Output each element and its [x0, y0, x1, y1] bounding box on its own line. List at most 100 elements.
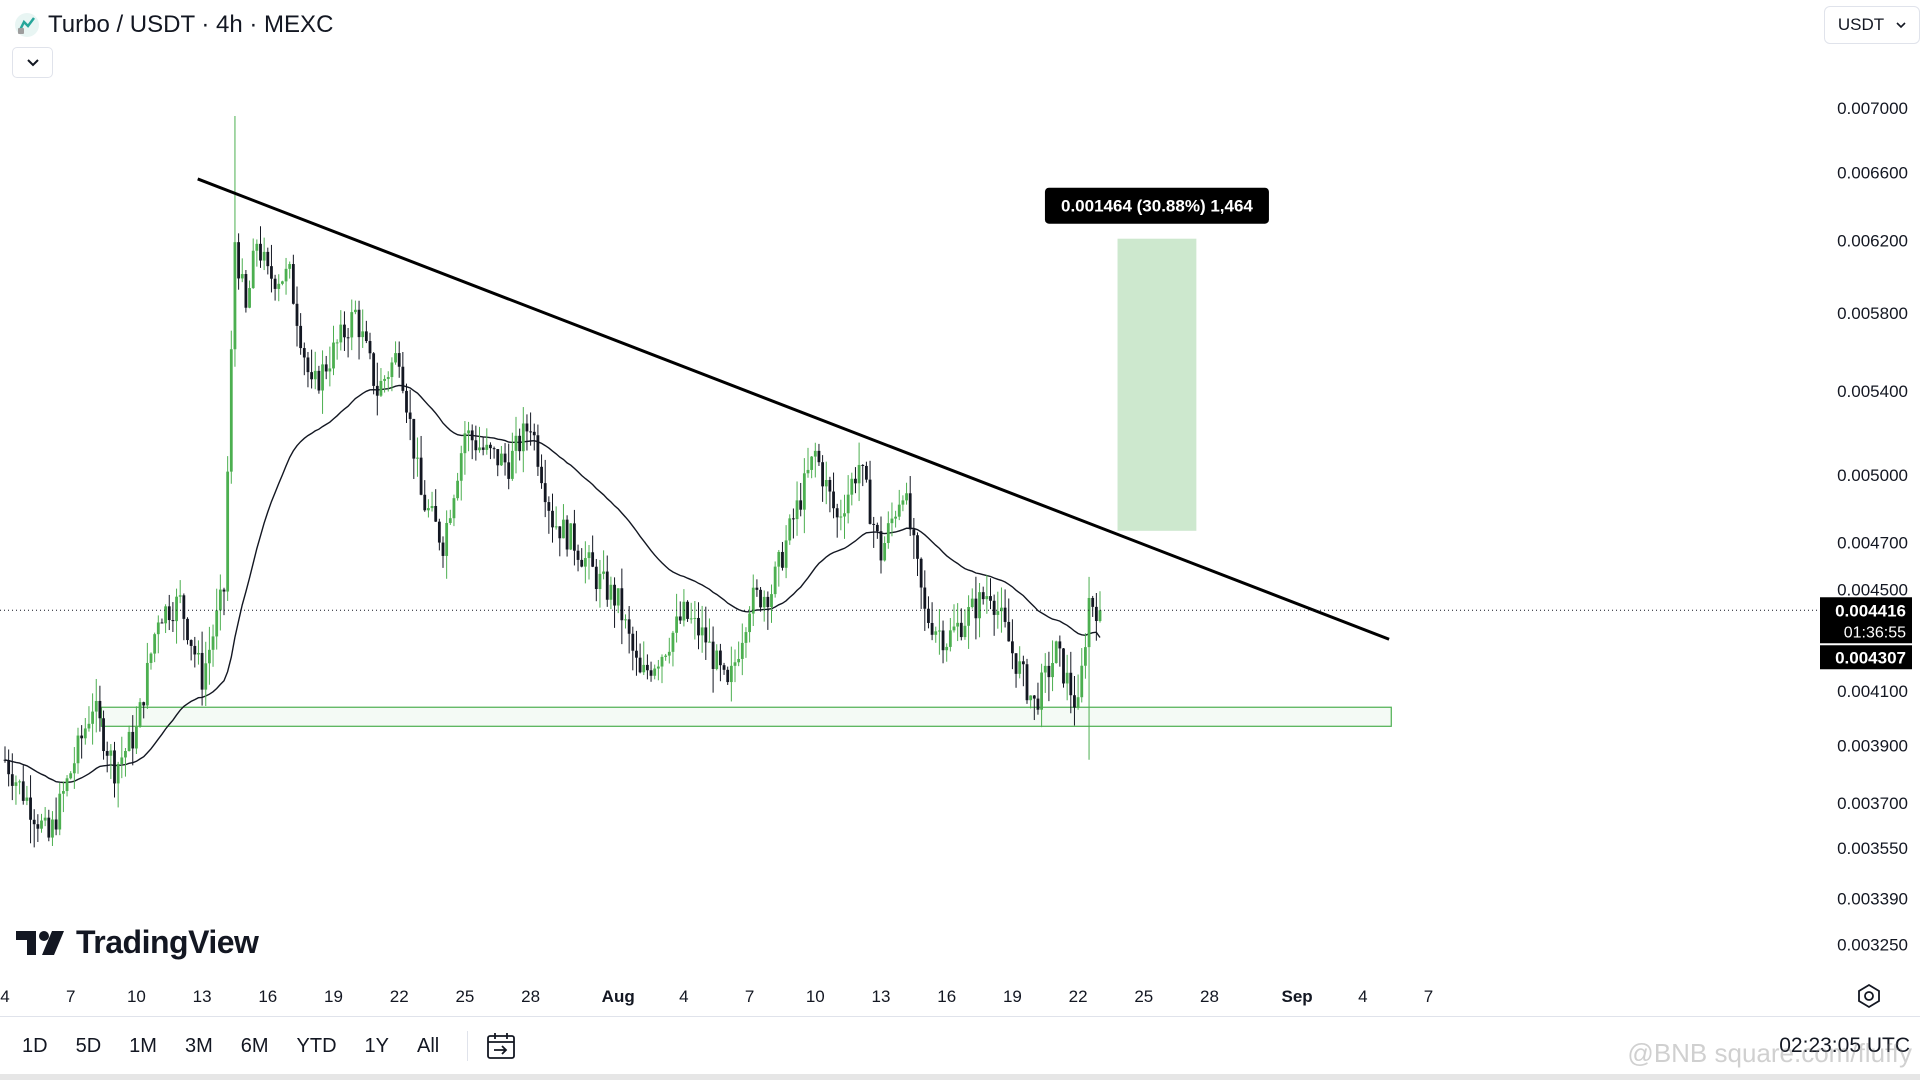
candle — [620, 568, 624, 645]
x-tick-label: 13 — [193, 987, 212, 1006]
candle — [397, 341, 401, 378]
candle — [222, 587, 226, 616]
candle — [43, 807, 47, 827]
candle — [306, 351, 310, 388]
candle — [65, 775, 69, 797]
descending-trendline[interactable] — [197, 177, 1390, 641]
candle — [631, 626, 635, 671]
candle — [171, 602, 175, 632]
candle — [938, 609, 941, 655]
candle — [985, 575, 989, 614]
candle — [959, 608, 963, 641]
candle — [80, 725, 84, 759]
candle — [310, 349, 313, 389]
support-zone-box[interactable] — [100, 706, 1392, 727]
watermark-text: @BNB square.com/fluffy — [1627, 1038, 1912, 1068]
candle — [1058, 635, 1062, 667]
candle — [47, 809, 51, 842]
candle — [1000, 587, 1003, 633]
candle — [244, 270, 248, 313]
candle — [839, 499, 843, 531]
candle — [883, 536, 887, 562]
candle — [324, 355, 328, 380]
candle — [503, 443, 507, 476]
y-tick-label: 0.005800 — [1837, 304, 1908, 323]
y-tick-label: 0.006200 — [1837, 231, 1908, 250]
candle — [886, 511, 890, 549]
y-tick-label: 0.004500 — [1837, 581, 1908, 600]
candle — [295, 286, 299, 347]
candle — [562, 504, 565, 539]
candle — [755, 579, 759, 597]
candle — [879, 516, 883, 574]
candle — [7, 749, 11, 787]
candle — [1032, 694, 1036, 721]
chart-settings-icon[interactable] — [1855, 982, 1883, 1010]
candle — [923, 570, 927, 631]
candle — [861, 464, 865, 487]
candle — [259, 226, 262, 268]
candle — [996, 591, 1000, 629]
candle — [62, 781, 65, 813]
range-5d-button[interactable]: 5D — [75, 1034, 102, 1057]
target-zone-box[interactable] — [1117, 238, 1197, 531]
price-chart[interactable]: 0.007000 0.006600 0.006200 0.005800 0.005400… — [0, 0, 1920, 1016]
range-3m-button[interactable]: 3M — [184, 1034, 213, 1057]
bottom-toolbar: 1D 5D 1M 3M 6M YTD 1Y All — [0, 1016, 1920, 1075]
candle — [485, 428, 489, 455]
tradingview-logo[interactable]: TradingView — [16, 924, 259, 961]
candle — [496, 449, 500, 477]
calendar-goto-date-icon[interactable] — [486, 1032, 518, 1060]
y-tick-label: 0.004100 — [1837, 682, 1908, 701]
candle — [98, 685, 102, 732]
candle — [321, 350, 324, 414]
candle — [164, 604, 167, 634]
candle — [905, 482, 908, 505]
candle — [737, 641, 741, 667]
range-1d-button[interactable]: 1D — [22, 1034, 48, 1057]
measure-label[interactable]: 0.001464 (30.88%) 1,464 — [1044, 187, 1269, 224]
candle — [405, 383, 408, 423]
candle — [277, 274, 281, 302]
symbol-header[interactable]: Turbo / USDT · 4h · MEXC — [14, 10, 333, 40]
candle — [653, 664, 657, 680]
candle — [689, 602, 693, 624]
x-tick-label: 28 — [521, 987, 540, 1006]
moving-average-line[interactable] — [4, 384, 1101, 784]
candle — [740, 623, 744, 676]
x-tick-label: 19 — [1003, 987, 1022, 1006]
candle — [332, 325, 335, 376]
range-ytd-button[interactable]: YTD — [296, 1034, 337, 1057]
candle — [1069, 651, 1073, 714]
range-6m-button[interactable]: 6M — [240, 1034, 269, 1057]
collapse-legend-button[interactable] — [12, 47, 53, 78]
candle — [160, 618, 164, 624]
candle — [135, 706, 138, 754]
moving-average-tag[interactable]: 0.004307 — [1820, 645, 1912, 670]
x-tick-label: 28 — [1200, 987, 1219, 1006]
candle — [766, 591, 770, 630]
candle — [474, 425, 478, 461]
candle — [291, 254, 295, 305]
toolbar-divider — [467, 1031, 469, 1061]
range-1m-button[interactable]: 1M — [129, 1034, 157, 1057]
candle — [346, 327, 350, 358]
candle — [1043, 653, 1047, 693]
candle — [430, 491, 434, 512]
x-tick-label: Sep — [1282, 987, 1313, 1006]
candle — [635, 630, 638, 676]
range-all-button[interactable]: All — [417, 1034, 440, 1057]
current-price-tag[interactable]: 0.004416 01:36:55 — [1820, 597, 1912, 644]
candle — [781, 541, 784, 571]
candle — [354, 300, 357, 315]
utc-clock[interactable]: 02:23:05 UTC — [1779, 1034, 1910, 1057]
candle — [500, 445, 503, 466]
range-1y-button[interactable]: 1Y — [364, 1034, 390, 1057]
candle — [1007, 598, 1011, 642]
candle — [302, 342, 306, 376]
currency-selector[interactable]: USDT — [1824, 6, 1920, 44]
candle — [215, 588, 219, 650]
candle — [773, 561, 777, 598]
candle — [270, 244, 273, 293]
candle — [806, 447, 810, 478]
